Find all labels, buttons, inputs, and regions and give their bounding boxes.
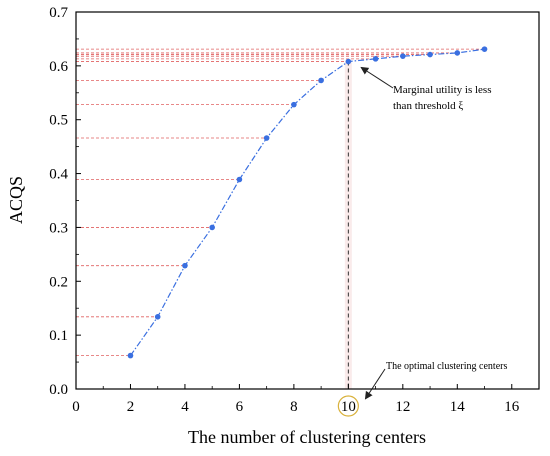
series-layer	[127, 46, 488, 359]
data-point	[345, 58, 352, 65]
plot-frame	[75, 11, 540, 390]
y-tick-label: 0.1	[49, 328, 68, 344]
y-axis-label: ACQS	[6, 176, 26, 224]
x-tick-label: 2	[127, 399, 135, 415]
y-tick-label: 0.0	[49, 382, 68, 398]
x-tick-label: 4	[181, 399, 189, 415]
y-tick-label: 0.3	[49, 220, 68, 236]
data-point	[291, 101, 297, 108]
data-point	[263, 135, 270, 141]
data-point	[209, 224, 215, 231]
axes: 0 2 4 6 8 10 12 14 16 0.0 0.1 0.2 0.3 0.4 0.5 0.6 0.7	[49, 5, 520, 417]
y-tick-label: 0.2	[49, 274, 68, 290]
optimal-centers-annotation: The optimal clustering centers	[386, 361, 507, 372]
data-point	[481, 46, 488, 52]
y-tick-label: 0.6	[49, 59, 68, 75]
x-tick-label: 10	[341, 399, 356, 415]
data-point	[154, 314, 161, 320]
optimal-tick-highlight-circle	[337, 395, 359, 417]
marginal-utility-annotation-line1: Marginal utility is less	[393, 84, 492, 96]
y-tick-label: 0.4	[49, 167, 68, 183]
y-tick-label: 0.7	[49, 5, 68, 21]
x-tick-label: 8	[290, 399, 298, 415]
x-tick-label: 12	[395, 399, 410, 415]
guide-lines	[76, 48, 485, 389]
data-point	[372, 56, 379, 62]
x-tick-label: 6	[236, 399, 244, 415]
data-point	[236, 176, 243, 183]
data-point	[400, 53, 406, 59]
x-axis-label: The number of clustering centers	[188, 427, 426, 447]
marginal-utility-arrow	[360, 66, 394, 89]
data-point	[427, 51, 433, 58]
x-tick-label: 14	[450, 399, 466, 415]
x-tick-label: 16	[504, 399, 520, 415]
data-point	[318, 77, 324, 84]
optimal-centers-arrow	[364, 368, 386, 400]
data-point	[182, 262, 188, 269]
data-point	[127, 352, 134, 359]
data-point	[454, 50, 461, 56]
x-tick-label: 0	[72, 399, 80, 415]
y-tick-label: 0.5	[49, 113, 68, 129]
marginal-utility-annotation-line2: than threshold ξ	[393, 100, 463, 112]
